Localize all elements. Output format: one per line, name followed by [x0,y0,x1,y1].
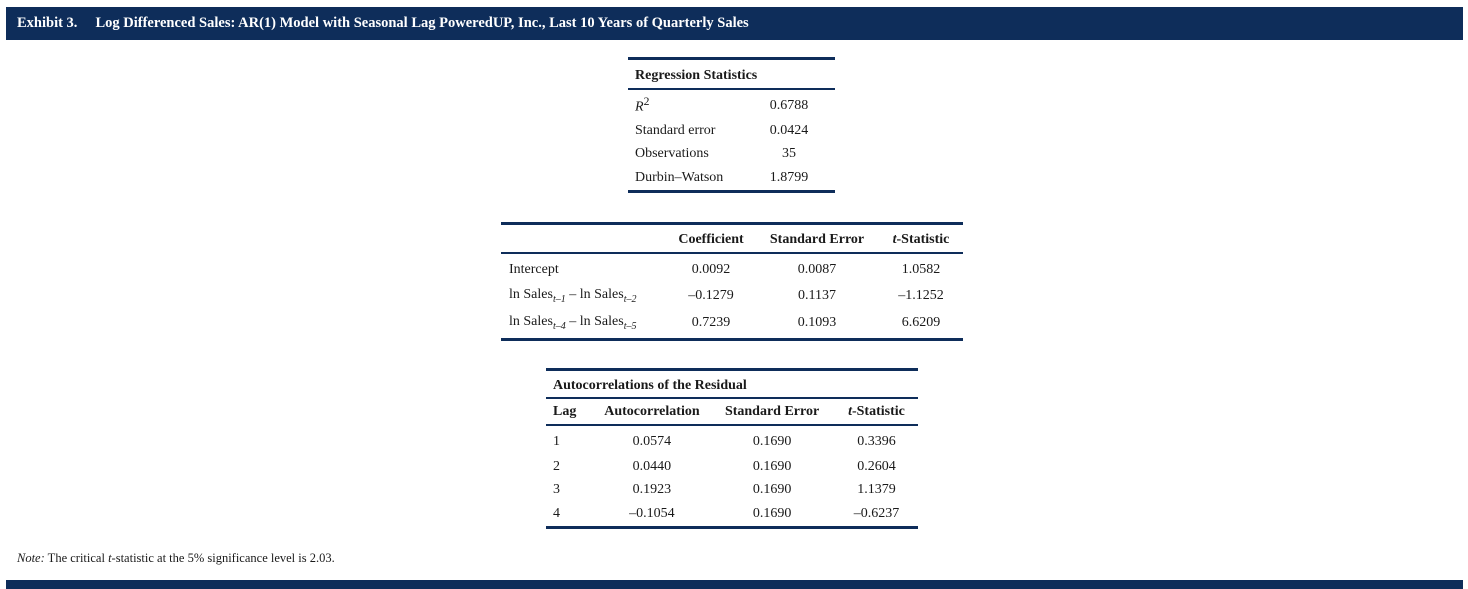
note-label: Note: [17,551,45,565]
table-row: R2 0.6788 [628,89,835,119]
coefficient-cell: –0.1279 [688,288,734,303]
t-statistic-header: t-Statistic [879,223,963,254]
t-statistic-header: t-Statistic [834,398,918,426]
lag-cell: 2 [553,458,560,474]
std-error-cell: 0.1093 [797,315,837,330]
durbin-watson-value: 1.8799 [769,169,809,185]
table-row: 3 0.1923 0.1690 1.1379 [546,478,918,501]
std-error-cell: 0.1690 [752,481,792,497]
table-header-row: Lag Autocorrelation Standard Error t-Sta… [546,398,918,426]
std-error-cell: 0.1690 [752,433,792,449]
table-row: Intercept 0.0092 0.0087 1.0582 [501,253,963,284]
autocorrelation-header: Autocorrelation [594,398,710,426]
empty-header [501,223,667,254]
standard-error-header: Standard Error [755,223,879,254]
observations-label: Observations [635,145,709,161]
table-row: Standard error 0.0424 [628,119,835,142]
coefficient-header: Coefficient [667,223,755,254]
autocorrelations-table: Autocorrelations of the Residual Lag Aut… [546,368,918,529]
r-squared-value: 0.6788 [769,97,809,113]
exhibit-number: Exhibit 3. [17,15,78,31]
regression-statistics-title: Regression Statistics [628,58,835,90]
autocorrelation-cell: 0.0574 [632,433,672,449]
autocorrelation-cell: 0.1923 [632,481,672,497]
t-stat-cell: 0.3396 [857,433,896,449]
r-squared-label: R2 [635,95,650,115]
standard-error-label: Standard error [635,122,716,138]
coefficient-cell: 0.7239 [691,315,731,330]
lag-header: Lag [546,398,595,426]
table-row: ln Salest–4 – ln Salest–5 0.7239 0.1093 … [501,308,963,340]
autocorrelation-cell: –0.1054 [629,505,675,521]
autocorrelation-cell: 0.0440 [632,458,672,474]
std-error-cell: 0.1690 [752,458,792,474]
seasonal-lag-variable-label: ln Salest–4 – ln Salest–5 [509,314,637,332]
table-header-row: Coefficient Standard Error t-Statistic [501,223,963,254]
std-error-cell: 0.1690 [752,505,792,521]
t-stat-cell: –0.6237 [853,505,900,521]
durbin-watson-label: Durbin–Watson [635,169,724,185]
exhibit-title: Log Differenced Sales: AR(1) Model with … [95,15,749,31]
regression-statistics-table: Regression Statistics R2 0.6788 Standard… [628,57,835,193]
lag-cell: 3 [553,481,560,497]
autocorrelations-title: Autocorrelations of the Residual [546,369,918,399]
coefficients-table: Coefficient Standard Error t-Statistic I… [501,222,963,341]
coefficient-cell: 0.0092 [691,262,731,277]
table-row: Durbin–Watson 1.8799 [628,165,835,192]
standard-error-value: 0.0424 [769,122,809,138]
table-row: 2 0.0440 0.1690 0.2604 [546,455,918,478]
lag1-variable-label: ln Salest–1 – ln Salest–2 [509,287,637,305]
t-stat-cell: 1.1379 [857,481,896,497]
t-stat-cell: 0.2604 [857,458,896,474]
lag-cell: 4 [553,505,560,521]
footer-bar [6,580,1463,589]
std-error-cell: 0.1137 [798,288,836,303]
table-row: ln Salest–1 – ln Salest–2 –0.1279 0.1137… [501,284,963,308]
t-stat-cell: 6.6209 [901,315,941,330]
table-row: Observations 35 [628,142,835,165]
intercept-label: Intercept [509,262,559,277]
exhibit-header: Exhibit 3. Log Differenced Sales: AR(1) … [6,7,1463,40]
std-error-cell: 0.0087 [797,262,837,277]
table-row: 1 0.0574 0.1690 0.3396 [546,425,918,455]
lag-cell: 1 [553,433,560,449]
observations-value: 35 [782,145,796,161]
t-stat-cell: –1.1252 [898,288,944,303]
t-stat-cell: 1.0582 [901,262,941,277]
standard-error-header: Standard Error [709,398,835,426]
table-row: 4 –0.1054 0.1690 –0.6237 [546,501,918,528]
footnote: Note: The critical t-statistic at the 5%… [17,551,335,565]
